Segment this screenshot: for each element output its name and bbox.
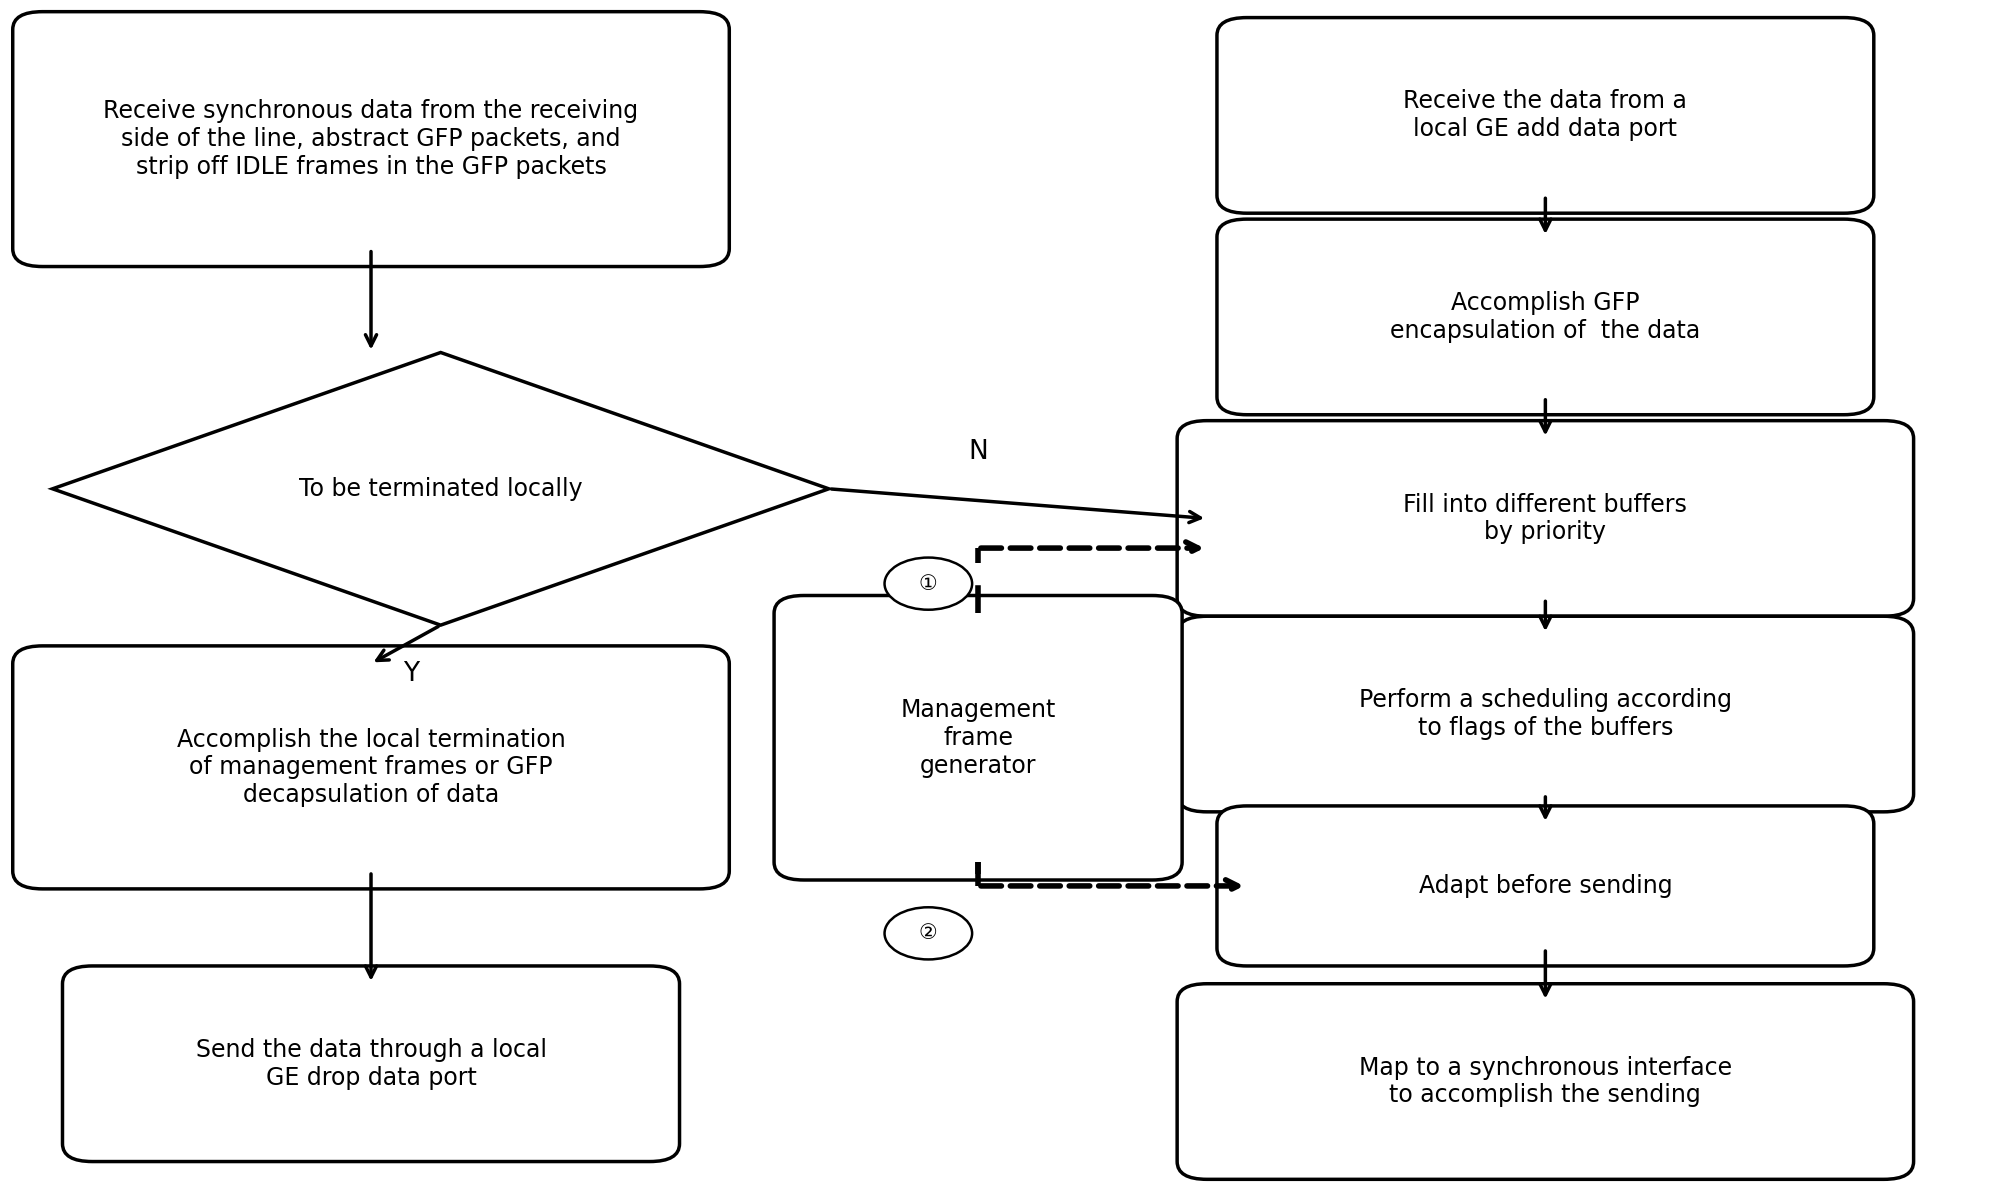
FancyBboxPatch shape	[1178, 616, 1914, 812]
Text: ②: ②	[918, 923, 938, 943]
Text: To be terminated locally: To be terminated locally	[299, 476, 583, 500]
FancyBboxPatch shape	[12, 12, 729, 267]
Circle shape	[884, 557, 972, 610]
FancyBboxPatch shape	[774, 596, 1182, 880]
Text: Accomplish GFP
encapsulation of  the data: Accomplish GFP encapsulation of the data	[1391, 291, 1701, 343]
Text: ①: ①	[918, 574, 938, 593]
FancyBboxPatch shape	[1178, 984, 1914, 1179]
Text: Send the data through a local
GE drop data port: Send the data through a local GE drop da…	[196, 1037, 547, 1090]
Text: N: N	[968, 439, 988, 466]
Text: Accomplish the local termination
of management frames or GFP
decapsulation of da: Accomplish the local termination of mana…	[176, 728, 565, 807]
FancyBboxPatch shape	[1218, 18, 1874, 213]
FancyBboxPatch shape	[1178, 420, 1914, 616]
FancyBboxPatch shape	[62, 966, 679, 1161]
Text: Fill into different buffers
by priority: Fill into different buffers by priority	[1403, 493, 1687, 544]
Polygon shape	[52, 353, 828, 625]
Text: Management
frame
generator: Management frame generator	[900, 698, 1056, 778]
Text: Receive the data from a
local GE add data port: Receive the data from a local GE add dat…	[1403, 89, 1687, 142]
FancyBboxPatch shape	[1218, 806, 1874, 966]
Text: Y: Y	[403, 661, 419, 687]
Text: Adapt before sending: Adapt before sending	[1419, 874, 1673, 898]
FancyBboxPatch shape	[1218, 219, 1874, 414]
Circle shape	[884, 908, 972, 960]
Text: Receive synchronous data from the receiving
side of the line, abstract GFP packe: Receive synchronous data from the receiv…	[104, 99, 639, 179]
Text: Perform a scheduling according
to flags of the buffers: Perform a scheduling according to flags …	[1359, 688, 1733, 740]
FancyBboxPatch shape	[12, 646, 729, 888]
Text: Map to a synchronous interface
to accomplish the sending: Map to a synchronous interface to accomp…	[1359, 1055, 1733, 1108]
